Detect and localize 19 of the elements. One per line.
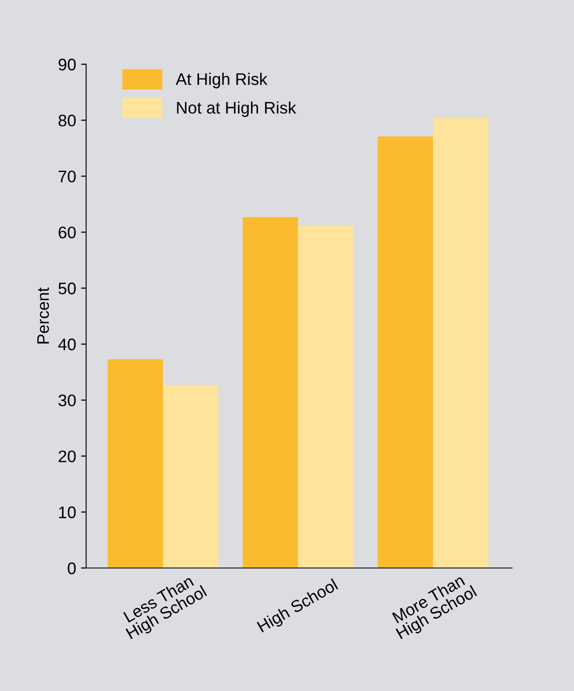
y-tick-label: 20	[58, 450, 76, 462]
y-tick-label: 0	[68, 562, 76, 574]
y-tick-label: 10	[59, 506, 76, 518]
y-tick-label: 30	[58, 394, 76, 406]
bar	[108, 359, 164, 568]
bar	[298, 226, 354, 568]
y-tick-label: 50	[58, 282, 76, 294]
legend-label: Not at High Risk	[177, 101, 296, 117]
y-tick-label: 80	[58, 114, 76, 126]
y-tick-label: 70	[58, 170, 76, 182]
bar	[378, 136, 434, 568]
y-axis-title: Percent	[37, 288, 49, 344]
bar	[242, 217, 298, 568]
legend-label: At High Risk	[176, 72, 268, 88]
y-tick-label: 40	[58, 338, 76, 350]
y-tick-label: 90	[58, 58, 76, 70]
bar	[163, 384, 218, 568]
y-tick-label: 60	[58, 226, 76, 238]
bar	[433, 118, 488, 568]
